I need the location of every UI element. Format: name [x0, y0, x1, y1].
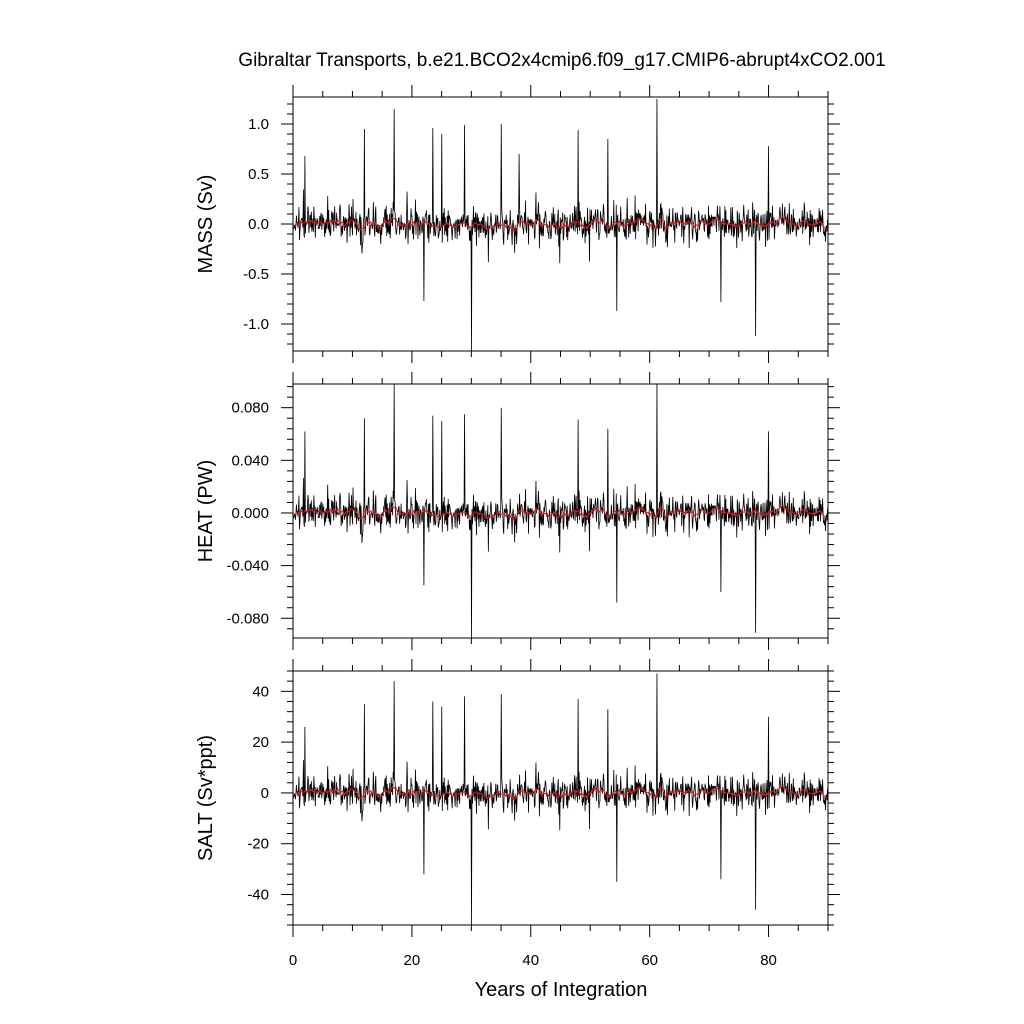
y-tick-label: 0.000	[231, 505, 269, 522]
x-tick-label: 20	[404, 952, 421, 969]
y-axis-label-mass: MASS (Sv)	[195, 175, 217, 274]
y-tick-label: -40	[247, 887, 269, 904]
x-tick-label: 40	[522, 952, 539, 969]
x-tick-labels: 0 20 40 60 80	[289, 952, 777, 969]
y-tick-label: -20	[247, 836, 269, 853]
panel-heat: 0.080 0.040 0.000 -0.040 -0.080 HEAT (PW)	[195, 372, 840, 650]
y-tick-label: 0.040	[231, 452, 269, 469]
panels: 1.0 0.5 0.0 -0.5 -1.0 MASS (Sv) 0.080 0.040 0.00…	[195, 85, 840, 937]
y-tick-label: 0.080	[231, 400, 269, 417]
y-tick-label: 0.5	[248, 166, 269, 183]
y-tick-label: 40	[252, 683, 269, 700]
x-tick-label: 0	[289, 952, 297, 969]
series-raw-heat	[293, 384, 828, 638]
y-tick-label: 20	[252, 734, 269, 751]
series-mean-heat	[293, 504, 828, 522]
y-tick-label: 1.0	[248, 116, 269, 133]
series-mean-mass	[293, 216, 828, 233]
x-tick-label: 80	[760, 952, 777, 969]
y-tick-label: 0	[261, 785, 269, 802]
y-tick-label: -0.040	[226, 558, 269, 575]
y-tick-label: -1.0	[243, 316, 269, 333]
y-axis-label-salt: SALT (Sv*ppt)	[195, 735, 217, 861]
series-raw-salt	[293, 673, 828, 925]
panel-mass: 1.0 0.5 0.0 -0.5 -1.0 MASS (Sv)	[195, 85, 840, 363]
x-axis-label: Years of Integration	[475, 979, 648, 1001]
y-axis-label-heat: HEAT (PW)	[195, 460, 217, 563]
y-tick-label: 0.0	[248, 216, 269, 233]
series-mean-salt	[293, 785, 828, 801]
chart-title: Gibraltar Transports, b.e21.BCO2x4cmip6.…	[238, 50, 885, 71]
panel-salt: 40 20 0 -20 -40 SALT (Sv*ppt)	[195, 659, 840, 937]
series-raw-mass	[293, 98, 828, 351]
y-tick-label: -0.080	[226, 610, 269, 627]
x-tick-label: 60	[641, 952, 658, 969]
y-tick-label: -0.5	[243, 266, 269, 283]
